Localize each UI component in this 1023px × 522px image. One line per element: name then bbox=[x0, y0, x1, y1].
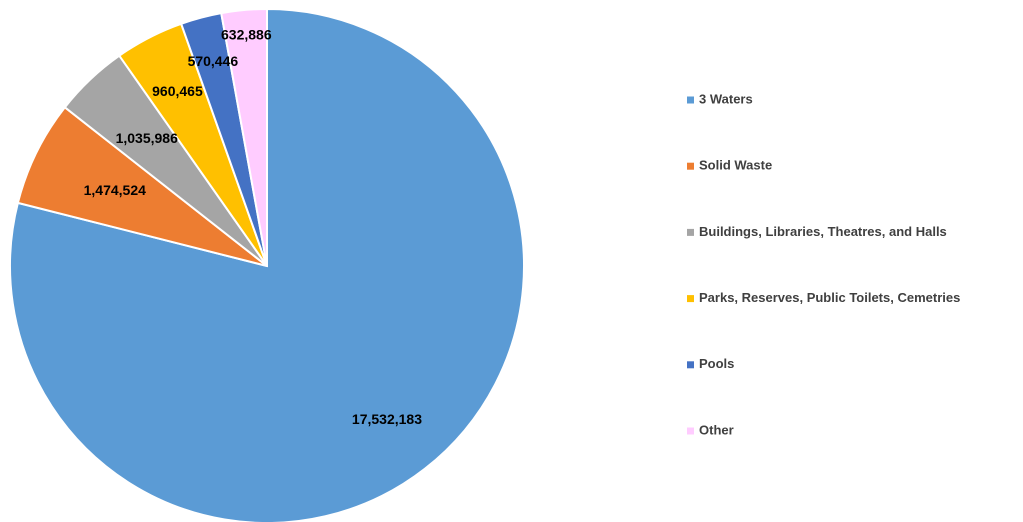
legend-swatch bbox=[687, 228, 694, 236]
data-label: 960,465 bbox=[152, 83, 203, 99]
data-label: 1,474,524 bbox=[84, 182, 146, 198]
pie-slice bbox=[220, 7, 268, 267]
data-label: 632,886 bbox=[221, 26, 272, 42]
legend-swatch bbox=[687, 427, 694, 435]
pie-slice bbox=[16, 105, 268, 267]
legend-swatch bbox=[687, 162, 694, 170]
legend-swatch bbox=[687, 295, 694, 303]
legend-label: Buildings, Libraries, Theatres, and Hall… bbox=[699, 224, 947, 239]
data-label: 570,446 bbox=[188, 53, 239, 69]
data-label: 17,532,183 bbox=[352, 411, 422, 427]
data-label: 1,035,986 bbox=[116, 130, 178, 146]
legend-label: Parks, Reserves, Public Toilets, Cemetri… bbox=[699, 290, 960, 305]
legend-label: 3 Waters bbox=[699, 91, 753, 106]
legend-swatch bbox=[687, 96, 694, 104]
legend-label: Other bbox=[699, 422, 734, 437]
legend-label: Pools bbox=[699, 356, 734, 371]
legend-label: Solid Waste bbox=[699, 158, 772, 173]
legend-swatch bbox=[687, 361, 694, 369]
pie-slice bbox=[9, 7, 525, 522]
